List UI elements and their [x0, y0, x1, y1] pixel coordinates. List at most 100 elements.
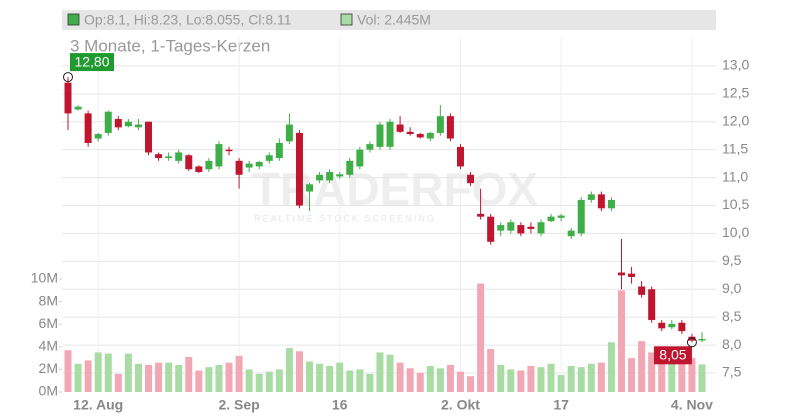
volume-bar	[124, 353, 132, 392]
candle-body	[265, 155, 273, 161]
candle-body	[245, 163, 253, 168]
annotation-label: 8,05	[659, 347, 686, 363]
y-tick-label: 8,5	[722, 308, 742, 324]
volume-icon	[340, 13, 353, 26]
y-tick-label: 9,5	[722, 252, 742, 268]
x-tick-label: 2. Sep	[218, 397, 259, 413]
candle-body	[225, 149, 233, 152]
candle-body	[607, 199, 615, 209]
candle-body	[235, 160, 243, 175]
chart-title: 3 Monate, 1-Tages-Kerzen	[70, 36, 270, 55]
volume-bar	[587, 363, 595, 392]
volume-bar	[698, 364, 706, 392]
candle-body	[205, 160, 213, 170]
candle-body	[678, 322, 686, 332]
volume-bar	[134, 363, 142, 392]
volume-bar	[416, 372, 424, 392]
volume-tick-label: 2M	[39, 360, 58, 376]
volume-bar	[678, 349, 686, 392]
volume-bar	[617, 290, 625, 392]
candle-body	[557, 215, 565, 218]
volume-bar	[688, 358, 696, 392]
header-bar	[62, 10, 716, 30]
ohlc-icon	[67, 13, 80, 26]
candle-body	[316, 174, 324, 181]
y-tick-label: 8,0	[722, 336, 742, 352]
candle-body	[134, 124, 142, 128]
candle-body	[477, 213, 485, 217]
candle-body	[336, 174, 344, 177]
candle-body	[124, 121, 132, 127]
candle-body	[396, 124, 404, 132]
candle-body	[104, 111, 112, 133]
y-tick-label: 9,0	[722, 280, 742, 296]
volume-bar	[94, 352, 102, 392]
volume-bar	[205, 367, 213, 392]
volume-bar	[648, 352, 656, 392]
y-tick-label: 10,0	[722, 224, 749, 240]
volume-bar	[255, 373, 263, 392]
candle-body	[517, 225, 525, 234]
candle-body	[507, 222, 515, 231]
candle-body	[597, 194, 605, 209]
candle-body	[567, 230, 575, 237]
volume-bar	[306, 361, 314, 392]
volume-bar	[497, 364, 505, 392]
candle-body	[195, 166, 203, 173]
volume-bar	[577, 367, 585, 392]
volume-bar	[426, 366, 434, 392]
annotation-label: 12,80	[74, 53, 109, 69]
candle-body	[456, 146, 464, 167]
candle-body	[416, 134, 424, 138]
volume-bar	[104, 353, 112, 392]
volume-tick-label: 4M	[39, 338, 58, 354]
volume-bar	[517, 370, 525, 392]
x-tick-label: 4. Nov	[671, 397, 713, 413]
volume-bar	[467, 376, 475, 392]
volume-bar	[175, 364, 183, 392]
volume-bar	[406, 368, 414, 392]
candle-body	[577, 199, 585, 234]
candle-body	[658, 322, 666, 329]
y-tick-label: 10,5	[722, 196, 749, 212]
y-tick-label: 7,5	[722, 364, 742, 380]
y-tick-label: 12,5	[722, 85, 749, 101]
volume-bar	[145, 364, 153, 392]
candle-body	[698, 338, 706, 341]
volume-tick-label: 10M	[31, 270, 58, 286]
candle-body	[366, 144, 374, 150]
volume-bar	[607, 342, 615, 392]
volume-bar	[336, 362, 344, 392]
candle-body	[587, 194, 595, 200]
volume-bar	[155, 362, 163, 392]
candle-body	[547, 216, 555, 222]
x-tick-label: 2. Okt	[441, 397, 480, 413]
volume-bar	[567, 366, 575, 392]
watermark-tagline: REALTIME STOCK SCREENING	[254, 213, 436, 223]
candle-body	[84, 113, 92, 143]
volume-bar	[74, 363, 82, 392]
volume-bar	[628, 358, 636, 392]
volume-bar	[165, 362, 173, 392]
annotation-marker	[63, 72, 73, 83]
candle-body	[155, 154, 163, 159]
volume-bar	[537, 367, 545, 392]
watermark-brand: TRADERFOX	[252, 163, 539, 215]
volume-bar	[114, 373, 122, 392]
volume-bar	[456, 371, 464, 392]
candle-body	[114, 118, 122, 128]
volume-bar	[557, 375, 565, 392]
volume-bar	[477, 283, 485, 392]
candle-body	[527, 226, 535, 229]
candle-body	[185, 155, 193, 170]
candle-body	[497, 225, 505, 231]
candle-body	[285, 124, 293, 142]
candle-body	[306, 184, 314, 192]
annotation-box	[653, 346, 692, 365]
candle-body	[386, 121, 394, 147]
volume-bar	[64, 350, 72, 392]
volume-tick-label: 6M	[39, 315, 58, 331]
volume-bar	[527, 366, 535, 392]
volume-bar	[396, 362, 404, 392]
volume-bar	[366, 373, 374, 392]
